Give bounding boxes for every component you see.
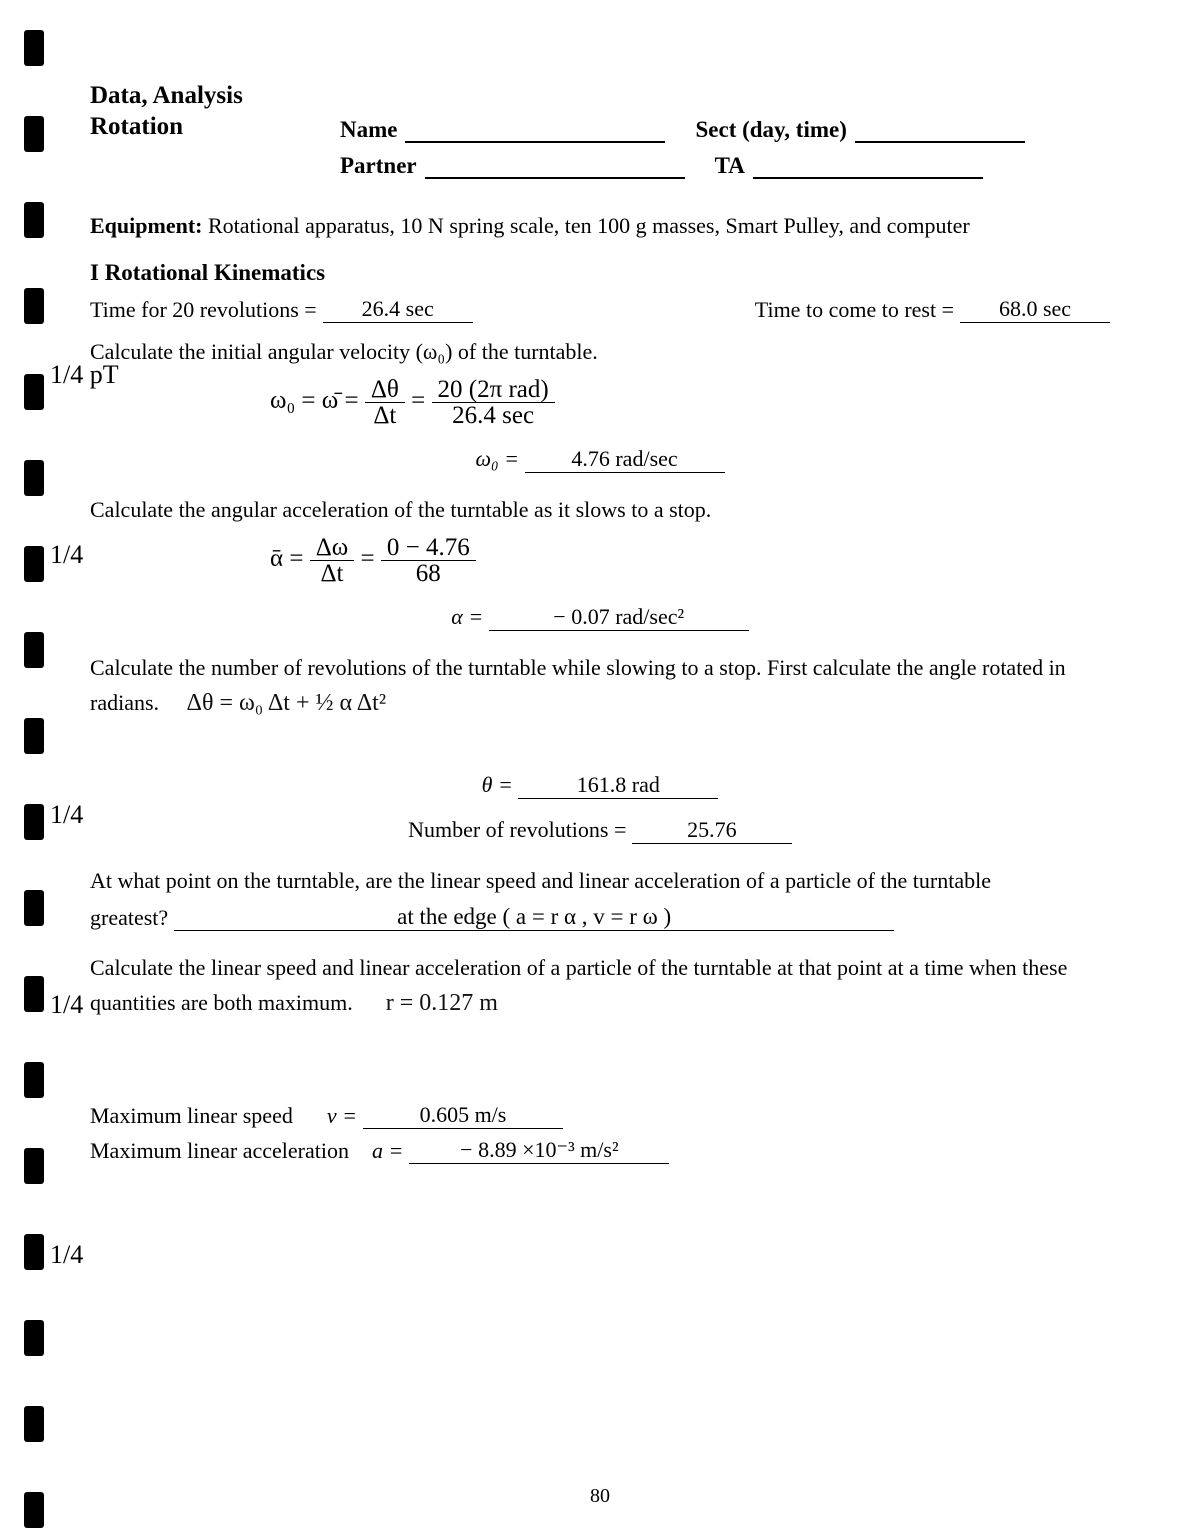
a-label: Maximum linear acceleration [90, 1138, 349, 1164]
timerest-label: Time to come to rest = [755, 297, 954, 323]
name-label: Name [340, 117, 397, 143]
numrev-label: Number of revolutions = [408, 817, 626, 842]
header-row-1: Data, Analysis Rotation Name Sect (day, … [90, 80, 1110, 143]
w0-label: ω₀ = [475, 446, 519, 471]
calc-w0-text: Calculate the initial angular velocity (… [90, 335, 1110, 369]
partner-label: Partner [340, 153, 417, 179]
binding-mark [24, 1320, 44, 1356]
w0-value[interactable]: 4.76 rad/sec [525, 446, 725, 473]
a-line: Maximum linear acceleration a = − 8.89 ×… [90, 1137, 1110, 1164]
time-line: Time for 20 revolutions = 26.4 sec Time … [90, 296, 1110, 323]
hw-w0-eq: ω₀ = ω̄ = ΔθΔt = 20 (2π rad)26.4 sec [270, 387, 555, 414]
time20-value[interactable]: 26.4 sec [323, 296, 473, 323]
theta-value[interactable]: 161.8 rad [518, 772, 718, 799]
ta-field: TA [715, 153, 983, 179]
hw-w0: ω₀ = ω̄ = ΔθΔt = 20 (2π rad)26.4 sec [270, 377, 1110, 428]
numrev-line: Number of revolutions = 25.76 [90, 817, 1110, 844]
margin-note-4: 1/4 [50, 990, 83, 1020]
greatest-value[interactable]: at the edge ( a = r α , v = r ω ) [174, 904, 894, 931]
sect-value[interactable] [855, 119, 1025, 143]
theta-label: θ = [482, 772, 513, 797]
name-value[interactable] [405, 119, 665, 143]
theta-answer: θ = 161.8 rad [90, 772, 1110, 799]
sect-field: Sect (day, time) [695, 117, 1024, 143]
hw-alpha: ᾱ = ΔωΔt = 0 − 4.7668 [270, 535, 1110, 586]
equipment-label: Equipment: [90, 213, 202, 238]
calc-alpha-text: Calculate the angular acceleration of th… [90, 493, 1110, 527]
hw-theta-eq: Δθ = ω₀ Δt + ½ α Δt² [187, 690, 387, 716]
page-number: 80 [0, 1485, 1200, 1508]
alpha-label: α = [451, 604, 483, 629]
section-1-title: I Rotational Kinematics [90, 260, 1110, 286]
a-value[interactable]: − 8.89 ×10⁻³ m/s² [409, 1137, 669, 1164]
v-label: Maximum linear speed [90, 1103, 293, 1129]
margin-note-1: 1/4 pT [50, 360, 119, 390]
title-line1: Data, Analysis [90, 82, 243, 109]
calc-rev-text: Calculate the number of revolutions of t… [90, 651, 1110, 722]
v-line: Maximum linear speed v = 0.605 m/s [90, 1102, 1110, 1129]
margin-note-3: 1/4 [50, 800, 83, 830]
w0-answer: ω₀ = 4.76 rad/sec [90, 446, 1110, 473]
hw-alpha-eq: ᾱ = ΔωΔt = 0 − 4.7668 [270, 545, 476, 572]
header-row-2: Partner TA [340, 153, 1110, 179]
a-sym: a = [372, 1138, 403, 1164]
ta-label: TA [715, 153, 745, 179]
hw-r: r = 0.127 m [386, 990, 498, 1016]
worksheet-title: Data, Analysis Rotation [90, 80, 310, 143]
equipment-line: Equipment: Rotational apparatus, 10 N sp… [90, 209, 1110, 242]
worksheet-page: Data, Analysis Rotation Name Sect (day, … [0, 0, 1200, 1204]
margin-note-2: 1/4 [50, 540, 83, 570]
sect-label: Sect (day, time) [695, 117, 846, 143]
margin-note-5: 1/4 [50, 1240, 83, 1270]
greatest-label: greatest? [90, 905, 168, 931]
calc-linear-text: Calculate the linear speed and linear ac… [90, 951, 1110, 1022]
time20-label: Time for 20 revolutions = [90, 297, 317, 323]
name-field: Name [340, 117, 665, 143]
timerest-value[interactable]: 68.0 sec [960, 296, 1110, 323]
greatest-text: At what point on the turntable, are the … [90, 864, 1110, 898]
calc-linear-text-span: Calculate the linear speed and linear ac… [90, 955, 1067, 1015]
alpha-answer: α = − 0.07 rad/sec² [90, 604, 1110, 631]
binding-mark [24, 1406, 44, 1442]
greatest-line: greatest? at the edge ( a = r α , v = r … [90, 904, 1110, 931]
numrev-value[interactable]: 25.76 [632, 817, 792, 844]
ta-value[interactable] [753, 155, 983, 179]
alpha-value[interactable]: − 0.07 rad/sec² [489, 604, 749, 631]
v-sym: v = [327, 1103, 357, 1129]
partner-value[interactable] [425, 155, 685, 179]
v-value[interactable]: 0.605 m/s [363, 1102, 563, 1129]
equipment-text: Rotational apparatus, 10 N spring scale,… [208, 213, 970, 238]
partner-field: Partner [340, 153, 685, 179]
binding-mark [24, 1234, 44, 1270]
title-line2: Rotation [90, 113, 183, 140]
